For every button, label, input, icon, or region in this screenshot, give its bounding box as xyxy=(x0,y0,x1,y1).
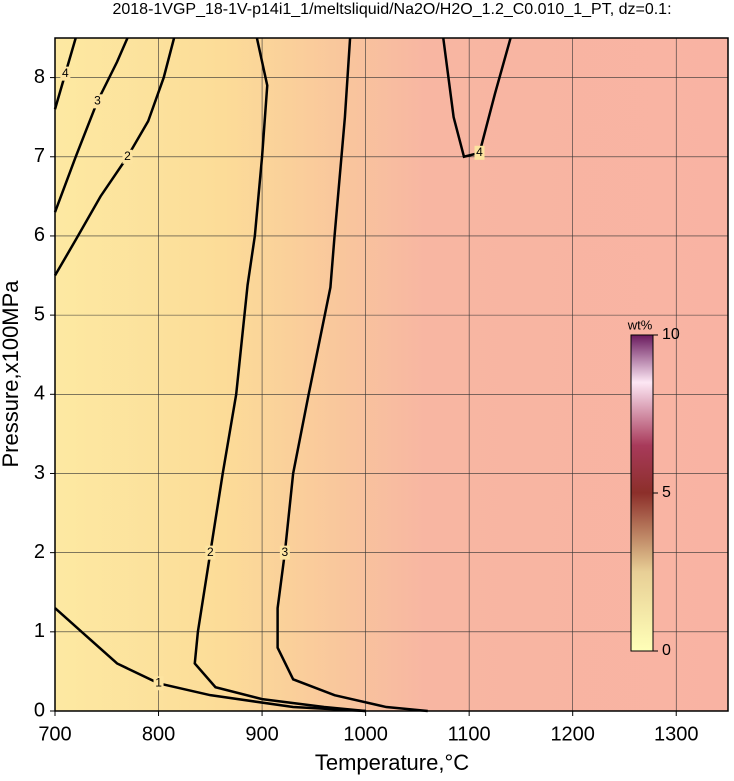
colorbar-tick-label: 5 xyxy=(662,484,671,501)
x-tick-label: 1100 xyxy=(448,723,491,745)
contour-label-bg xyxy=(153,676,164,691)
x-axis-label: Temperature,°C xyxy=(315,750,469,775)
contour-line xyxy=(442,37,512,159)
y-tick-label: 2 xyxy=(34,541,45,563)
x-tick-label: 1000 xyxy=(343,723,388,745)
contour-label-bg xyxy=(474,145,485,160)
y-axis-label: Pressure,x100MPa xyxy=(0,280,23,468)
chart-title: 2018-1VGP_18-1V-p14i1_1/meltsliquid/Na2O… xyxy=(112,1,671,18)
y-tick-label: 1 xyxy=(34,620,45,642)
contour-label-bg xyxy=(279,545,290,560)
contour-label: 4 xyxy=(476,145,483,159)
contour-label: 2 xyxy=(124,149,131,163)
colorbar-tick-label: 10 xyxy=(662,326,680,343)
y-tick-label: 3 xyxy=(34,462,45,484)
contour-label-bg xyxy=(92,94,103,109)
x-tick-label: 700 xyxy=(38,723,71,745)
colorbar-tick-label: 0 xyxy=(662,642,671,659)
contour-label: 2 xyxy=(207,545,214,559)
contour-label-bg xyxy=(122,149,133,164)
y-tick-label: 6 xyxy=(34,224,45,246)
contour-label-bg xyxy=(60,66,71,81)
y-tick-label: 5 xyxy=(34,303,45,325)
colorbar-label: wt% xyxy=(627,317,653,332)
contour-label: 3 xyxy=(94,94,101,108)
x-tick-label: 1200 xyxy=(550,723,595,745)
y-tick-label: 0 xyxy=(34,699,45,721)
contour-label-bg xyxy=(205,545,216,560)
contour-label: 1 xyxy=(155,675,162,689)
contour-line xyxy=(193,37,366,713)
y-tick-label: 4 xyxy=(34,383,45,405)
plot-frame xyxy=(54,37,729,712)
plot-area xyxy=(55,38,728,711)
x-tick-label: 1300 xyxy=(654,723,699,745)
contour-label: 3 xyxy=(282,545,289,559)
y-tick-label: 8 xyxy=(34,66,45,88)
colorbar xyxy=(630,334,654,652)
x-tick-label: 900 xyxy=(245,723,278,745)
x-tick-label: 800 xyxy=(142,723,175,745)
y-tick-label: 7 xyxy=(34,145,45,167)
contour-label: 4 xyxy=(62,66,69,80)
